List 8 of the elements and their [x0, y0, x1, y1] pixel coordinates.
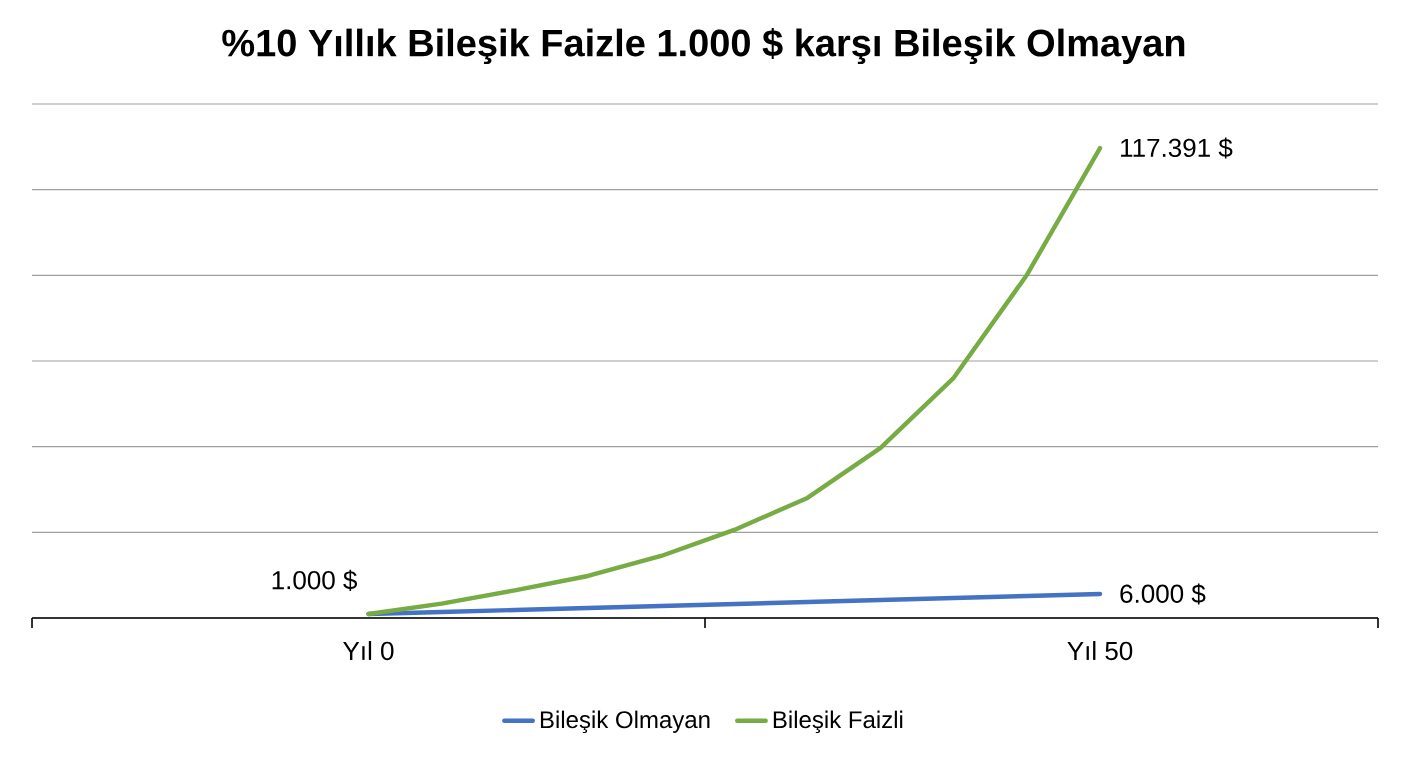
x-tick-label: Yıl 50 — [1067, 641, 1133, 661]
x-tick-label: Yıl 0 — [343, 641, 394, 661]
data-label: 6.000 $ — [1120, 583, 1206, 605]
legend-label: Bileşik Olmayan — [540, 710, 710, 734]
chart-title: %10 Yıllık Bileşik Faizle 1.000 $ karşı Bileşik Olmayan — [222, 27, 1185, 65]
legend-label: Bileşik Faizli — [773, 710, 903, 734]
data-label: 1.000 $ — [272, 569, 357, 591]
data-label: 117.391 $ — [1121, 137, 1233, 159]
